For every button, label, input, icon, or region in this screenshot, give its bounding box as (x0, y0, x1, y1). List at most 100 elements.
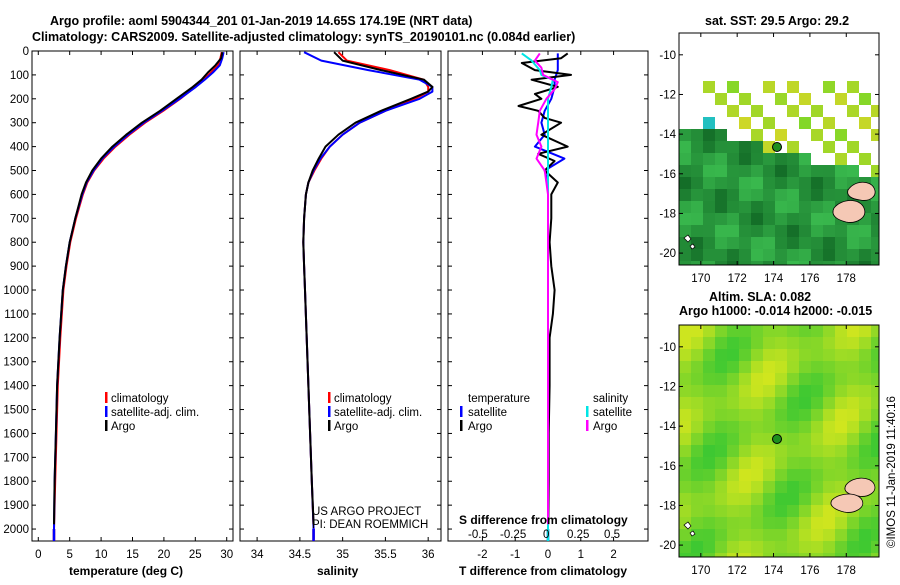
map-cell (703, 493, 715, 505)
map-cell (847, 469, 859, 481)
map-cell (763, 385, 775, 397)
map-cell (787, 105, 799, 117)
depth-tick-label: 600 (10, 189, 29, 201)
map-cell (775, 349, 787, 361)
map-cell (703, 397, 715, 409)
map-cell (871, 397, 879, 409)
map-cell (763, 397, 775, 409)
map-cell (715, 141, 727, 153)
map-cell (859, 337, 871, 349)
depth-tick-label: 2000 (3, 524, 29, 536)
x-tick-label: 5 (66, 549, 72, 561)
map-cell (751, 189, 763, 201)
island-shape (847, 181, 876, 201)
map-cell (703, 349, 715, 361)
lat-tick-label: -10 (659, 50, 676, 62)
map-cell (727, 105, 739, 117)
depth-tick-label: 200 (10, 94, 29, 106)
depth-tick-label: 100 (10, 70, 29, 82)
map-cell (763, 421, 775, 433)
map-cell (847, 373, 859, 385)
map-cell (739, 201, 751, 213)
map-cell (751, 201, 763, 213)
map-cell (691, 517, 703, 529)
map-cell (715, 165, 727, 177)
map-cell (859, 541, 871, 553)
map-cell (691, 409, 703, 421)
map-cell (679, 201, 691, 213)
map-cell (763, 445, 775, 457)
map-cell (727, 505, 739, 517)
s-tick: 0 (543, 529, 549, 541)
map-cell (739, 421, 751, 433)
map-cell (823, 261, 835, 265)
map-cell (835, 385, 847, 397)
map-cell (679, 541, 691, 553)
map-cell (727, 553, 739, 557)
map-cell (775, 213, 787, 225)
map-cell (811, 325, 823, 337)
map-cell (787, 165, 799, 177)
map-cell (859, 237, 871, 249)
depth-tick-label: 0 (23, 46, 29, 58)
map-cell (679, 225, 691, 237)
map-cell (727, 325, 739, 337)
map-cell (739, 493, 751, 505)
map-cell (835, 469, 847, 481)
map-cell (871, 129, 879, 141)
map-cell (859, 529, 871, 541)
map-cell (751, 325, 763, 337)
map-cell (679, 189, 691, 201)
map-cell (847, 409, 859, 421)
lon-tick-label: 172 (728, 565, 747, 577)
lat-tick-label: -16 (659, 461, 676, 473)
salinity-xlabel: salinity (317, 564, 359, 578)
map-cell (679, 469, 691, 481)
map-cell (703, 261, 715, 265)
map-cell (787, 505, 799, 517)
legend-t-argo-swatch (460, 420, 463, 431)
map-cell (859, 349, 871, 361)
map-cell (763, 541, 775, 553)
map-cell (799, 469, 811, 481)
map-cell (799, 249, 811, 261)
map-cell (691, 261, 703, 265)
map-cell (811, 225, 823, 237)
map-cell (835, 517, 847, 529)
lat-tick-label: -18 (659, 500, 676, 512)
map-cell (715, 189, 727, 201)
map-cell (811, 505, 823, 517)
map-cell (751, 445, 763, 457)
map-cell (823, 189, 835, 201)
map-cell (751, 529, 763, 541)
map-cell (691, 469, 703, 481)
map-cell (739, 225, 751, 237)
map-cell (787, 201, 799, 213)
x-tick-label: 10 (95, 549, 108, 561)
map-cell (811, 385, 823, 397)
map-cell (775, 325, 787, 337)
x-tick-label: 30 (220, 549, 233, 561)
map-cell (871, 373, 879, 385)
map-cell (751, 105, 763, 117)
map-cell (847, 517, 859, 529)
lon-tick-label: 176 (800, 273, 819, 285)
salinity-series (302, 51, 434, 541)
map-cell (751, 337, 763, 349)
map-cell (823, 237, 835, 249)
map-cell (775, 237, 787, 249)
legend-satellite-swatch (105, 406, 108, 417)
x-tick-label: 34 (251, 549, 264, 561)
depth-tick-label: 1900 (3, 500, 29, 512)
map-cell (763, 373, 775, 385)
map-cell (703, 553, 715, 557)
map-cell (859, 261, 871, 265)
map-cell (775, 153, 787, 165)
map-cell (871, 493, 879, 505)
map-cell (871, 261, 879, 265)
title-line-2: Climatology: CARS2009. Satellite-adjuste… (32, 30, 575, 44)
map-cell (835, 261, 847, 265)
map-cell (727, 261, 739, 265)
map-cell (715, 373, 727, 385)
lat-tick-label: -16 (659, 169, 676, 181)
